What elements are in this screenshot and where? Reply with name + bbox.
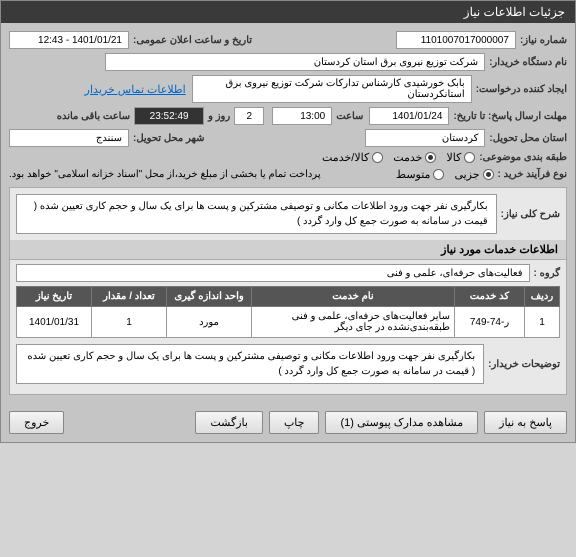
radio-icon [425,152,436,163]
radio-goods[interactable]: کالا [446,151,475,164]
radio-icon [433,169,444,180]
radio-icon [372,152,383,163]
panel-header: جزئیات اطلاعات نیاز [1,1,575,23]
radio-small[interactable]: جزیی [454,168,493,181]
time-label: ساعت [336,111,363,122]
description-box: شرح کلی نیاز: بکارگیری نفر جهت ورود اطلا… [9,187,567,395]
col-idx: ردیف [525,287,560,307]
deadline-date-value: 1401/01/24 [369,107,449,125]
province-label: استان محل تحویل: [489,133,567,144]
deadline-time-value: 13:00 [272,107,332,125]
radio-icon [483,169,494,180]
footer-buttons: پاسخ به نیاز مشاهده مدارک پیوستی (1) چاپ… [1,403,575,442]
desc-text: بکارگیری نفر جهت ورود اطلاعات مکانی و تو… [16,194,497,234]
col-code: کد خدمت [455,287,525,307]
process-radio-group: جزیی متوسط [396,168,494,181]
services-table: ردیف کد خدمت نام خدمت واحد اندازه گیری ت… [16,286,560,338]
attachments-button[interactable]: مشاهده مدارک پیوستی (1) [325,411,478,434]
cell-code: ر-74-749 [455,307,525,338]
table-header-row: ردیف کد خدمت نام خدمت واحد اندازه گیری ت… [17,287,560,307]
table-row: 1 ر-74-749 سایر فعالیت‌های حرفه‌ای، علمی… [17,307,560,338]
contact-link[interactable]: اطلاعات تماس خریدار [85,83,186,96]
radio-service[interactable]: خدمت [393,151,436,164]
countdown-value: 23:52:49 [134,107,204,125]
group-value: فعالیت‌های حرفه‌ای، علمی و فنی [16,264,530,282]
col-qty: تعداد / مقدار [92,287,167,307]
back-button[interactable]: بازگشت [195,411,263,434]
print-button[interactable]: چاپ [269,411,320,434]
buyer-desc-label: توضیحات خریدار: [488,359,560,370]
col-date: تاریخ نیاز [17,287,92,307]
process-label: نوع فرآیند خرید : [498,169,567,180]
city-label: شهر محل تحویل: [133,133,205,144]
buyer-desc-text: بکارگیری نفر جهت ورود اطلاعات مکانی و تو… [16,344,484,384]
org-value: شرکت توزیع نیروی برق استان کردستان [105,53,485,71]
cell-unit: مورد [167,307,252,338]
cell-date: 1401/01/31 [17,307,92,338]
main-panel: جزئیات اطلاعات نیاز شماره نیاز: 11010070… [0,0,576,443]
announce-date-label: تاریخ و ساعت اعلان عمومی: [133,35,252,46]
days-label: روز و [208,111,230,122]
cell-idx: 1 [525,307,560,338]
deadline-label: مهلت ارسال پاسخ: تا تاریخ: [453,111,567,122]
creator-label: ایجاد کننده درخواست: [476,84,567,95]
category-radio-group: کالا خدمت کالا/خدمت [322,151,475,164]
info-section: شماره نیاز: 1101007017000007 تاریخ و ساع… [1,23,575,403]
announce-date-value: 1401/01/21 - 12:43 [9,31,129,49]
desc-label: شرح کلی نیاز: [501,209,560,220]
exit-button[interactable]: خروج [9,411,64,434]
category-label: طبقه بندی موضوعی: [479,152,567,163]
need-number-label: شماره نیاز: [520,35,567,46]
radio-both[interactable]: کالا/خدمت [322,151,383,164]
days-value: 2 [234,107,264,125]
cell-qty: 1 [92,307,167,338]
province-value: کردستان [365,129,485,147]
col-name: نام خدمت [252,287,455,307]
payment-note: پرداخت تمام یا بخشی از مبلغ خرید،از محل … [9,169,321,180]
services-heading: اطلاعات خدمات مورد نیاز [10,240,566,260]
radio-icon [464,152,475,163]
creator-value: بابک خورشیدی کارشناس تدارکات شرکت توزیع … [192,75,472,103]
cell-name: سایر فعالیت‌های حرفه‌ای، علمی و فنی طبقه… [252,307,455,338]
radio-medium[interactable]: متوسط [396,168,445,181]
remaining-label: ساعت باقی مانده [57,111,130,122]
city-value: سنندج [9,129,129,147]
col-unit: واحد اندازه گیری [167,287,252,307]
org-label: نام دستگاه خریدار: [489,57,567,68]
need-number-value: 1101007017000007 [396,31,516,49]
header-title: جزئیات اطلاعات نیاز [464,5,565,19]
respond-button[interactable]: پاسخ به نیاز [484,411,567,434]
group-label: گروه : [534,268,560,279]
